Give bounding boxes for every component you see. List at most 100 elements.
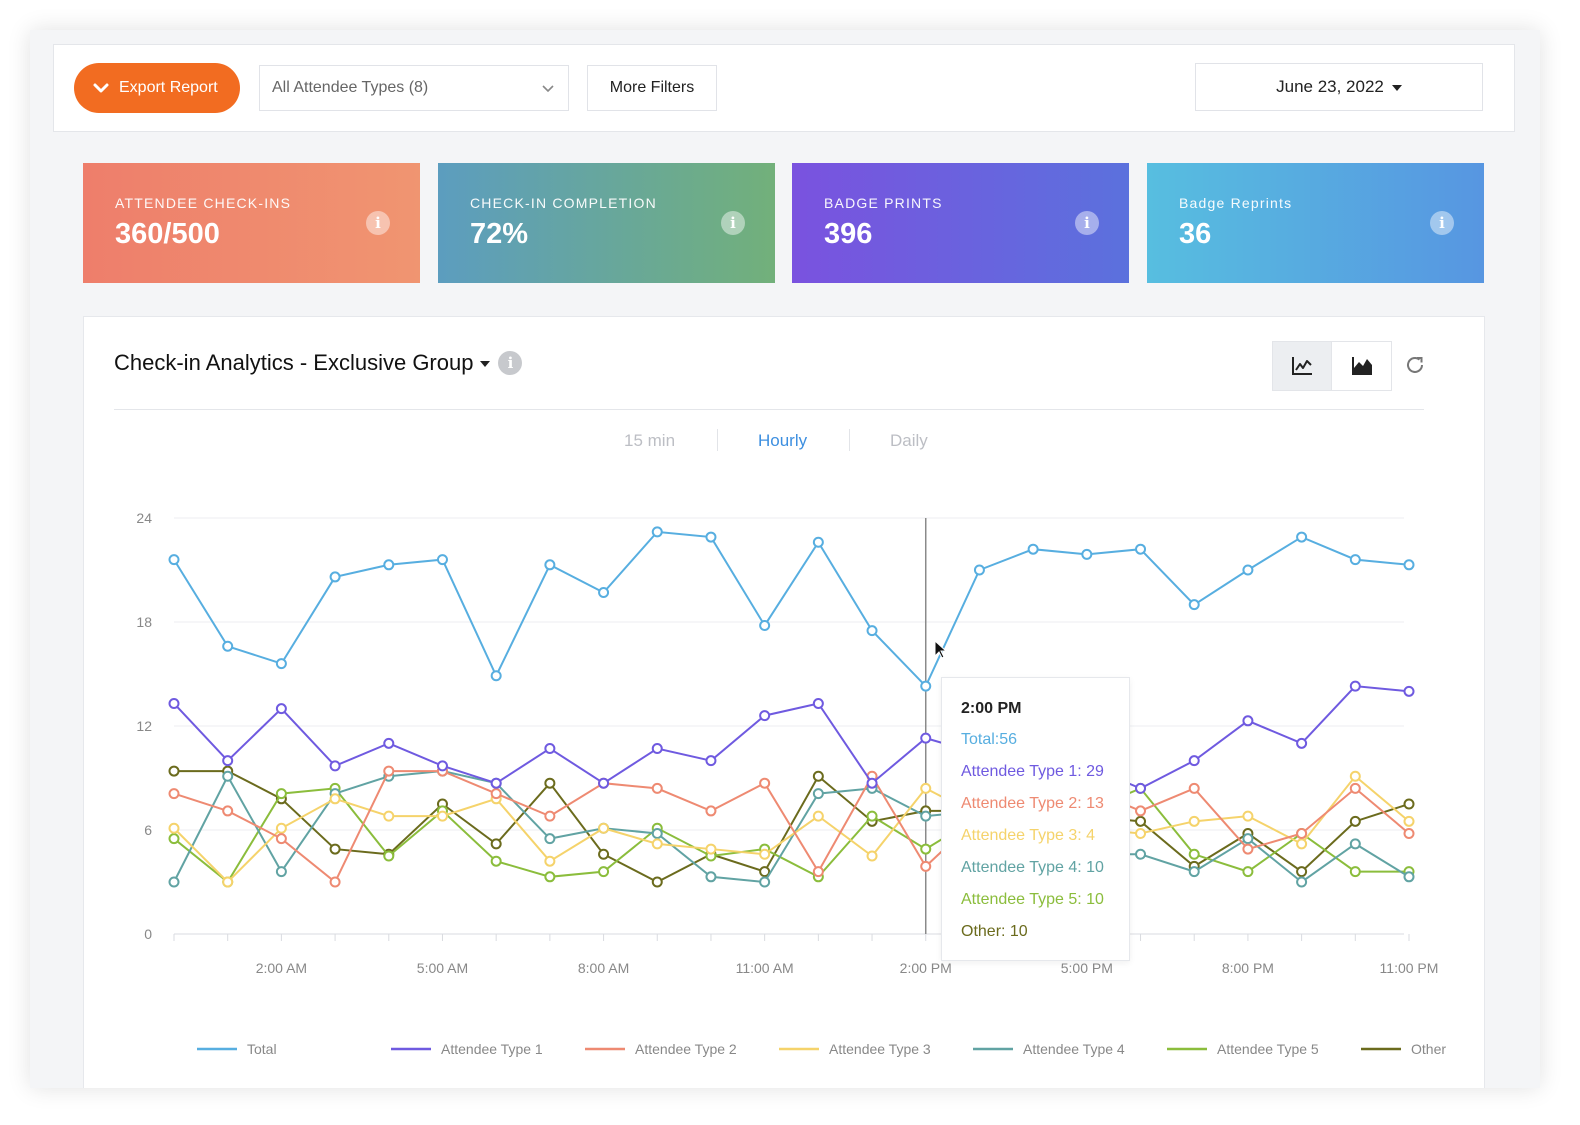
analytics-group-dropdown[interactable]: Check-in Analytics - Exclusive Group i (114, 350, 523, 376)
data-point (651, 827, 663, 839)
more-filters-button[interactable]: More Filters (587, 65, 717, 111)
legend-item[interactable]: Attendee Type 5 (1167, 1041, 1319, 1057)
data-point (705, 531, 717, 543)
data-point (222, 876, 234, 888)
data-point (222, 805, 234, 817)
data-point (383, 559, 395, 571)
data-point (866, 625, 878, 637)
stat-card-badge-reprints: Badge Reprints 36 i (1147, 163, 1484, 283)
data-point (275, 866, 287, 878)
data-point (1403, 827, 1415, 839)
data-point (759, 866, 771, 878)
series-line-other (174, 770, 1410, 884)
tab-separator (717, 429, 718, 451)
y-tick-label: 6 (144, 822, 152, 838)
data-point (383, 737, 395, 749)
data-point (168, 788, 180, 800)
x-tick-label: 2:00 PM (900, 960, 952, 976)
data-point (329, 843, 341, 855)
legend-label: Attendee Type 3 (829, 1041, 931, 1057)
check-in-line-chart[interactable]: 0 6 12 18 24 2:00 AM 5:00 AM 8:00 AM 11:00 AM 2:0… (84, 317, 1486, 1088)
data-point (866, 810, 878, 822)
line-chart-view-button[interactable] (1273, 342, 1333, 390)
data-point (598, 587, 610, 599)
app-frame: Export Report All Attendee Types (8) Mor… (30, 30, 1540, 1088)
chart-tooltip: 2:00 PM Total:56 Attendee Type 1: 29 Att… (941, 677, 1130, 961)
refresh-icon[interactable] (1404, 354, 1426, 376)
data-point (168, 554, 180, 566)
data-point (383, 810, 395, 822)
legend-item[interactable]: Attendee Type 2 (585, 1041, 737, 1057)
data-point (1296, 876, 1308, 888)
data-point (1349, 554, 1361, 566)
data-point (759, 710, 771, 722)
caret-down-icon (1391, 85, 1402, 91)
data-point (920, 782, 932, 794)
data-point (1403, 798, 1415, 810)
stat-label: BADGE PRINTS (824, 195, 943, 211)
data-point (544, 777, 556, 789)
data-point (866, 850, 878, 862)
data-point (1242, 564, 1254, 576)
tab-hourly[interactable]: Hourly (758, 431, 808, 450)
data-point (544, 743, 556, 755)
data-point (329, 876, 341, 888)
info-icon[interactable]: i (1075, 211, 1099, 235)
data-point (275, 788, 287, 800)
stat-value: 36 (1179, 218, 1212, 250)
legend-item[interactable]: Other (1361, 1041, 1446, 1057)
legend-item[interactable]: Attendee Type 1 (391, 1041, 543, 1057)
data-point (168, 876, 180, 888)
data-point (1403, 685, 1415, 697)
legend-item[interactable]: Attendee Type 3 (779, 1041, 931, 1057)
data-point (759, 876, 771, 888)
stat-label: ATTENDEE CHECK-INS (115, 195, 292, 211)
x-tick-label: 5:00 AM (417, 960, 468, 976)
data-point (1349, 866, 1361, 878)
data-point (866, 777, 878, 789)
check-in-analytics-panel: Check-in Analytics - Exclusive Group i (83, 316, 1485, 1088)
date-value: June 23, 2022 (1276, 77, 1384, 96)
area-chart-view-button[interactable] (1332, 342, 1391, 390)
data-point (920, 810, 932, 822)
data-point (490, 855, 502, 867)
tab-daily[interactable]: Daily (890, 431, 928, 450)
series-line-total (173, 530, 1410, 688)
stat-label: CHECK-IN COMPLETION (470, 195, 657, 211)
info-icon[interactable]: i (721, 211, 745, 235)
data-point (705, 805, 717, 817)
data-point (598, 848, 610, 860)
data-point (1188, 848, 1200, 860)
stat-value: 72% (470, 218, 529, 250)
data-point (329, 571, 341, 583)
date-select[interactable]: June 23, 2022 (1195, 63, 1483, 111)
data-point (973, 564, 985, 576)
y-tick-label: 0 (144, 926, 152, 942)
data-point (705, 843, 717, 855)
data-point (544, 871, 556, 883)
attendee-types-select[interactable]: All Attendee Types (8) (259, 65, 569, 111)
series-line-attendee-type-3 (173, 774, 1410, 884)
legend-label: Attendee Type 2 (635, 1041, 737, 1057)
stat-label: Badge Reprints (1179, 195, 1293, 211)
data-point (598, 822, 610, 834)
data-point (1027, 543, 1039, 555)
export-report-button[interactable]: Export Report (74, 63, 240, 113)
data-point (1349, 838, 1361, 850)
caret-down-icon (480, 361, 491, 367)
info-icon[interactable]: i (366, 211, 390, 235)
data-point (490, 777, 502, 789)
info-icon[interactable]: i (1430, 211, 1454, 235)
legend-item[interactable]: Total (197, 1041, 277, 1057)
series-line-attendee-type-5 (173, 787, 1409, 884)
data-point (544, 810, 556, 822)
chart-view-toggle (1272, 341, 1392, 391)
tab-15-min[interactable]: 15 min (624, 431, 676, 450)
data-point (436, 554, 448, 566)
info-icon[interactable]: i (498, 351, 523, 375)
data-point (705, 871, 717, 883)
data-point (1242, 833, 1254, 845)
area-chart-icon (1351, 357, 1372, 375)
legend-item[interactable]: Attendee Type 4 (973, 1041, 1125, 1057)
data-point (598, 777, 610, 789)
